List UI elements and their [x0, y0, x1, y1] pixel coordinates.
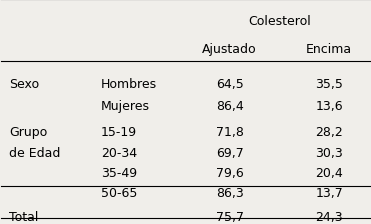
Text: 50-65: 50-65 [101, 187, 137, 200]
Text: 64,5: 64,5 [216, 78, 244, 91]
Text: 13,6: 13,6 [315, 100, 343, 113]
Text: 79,6: 79,6 [216, 167, 244, 180]
Text: Colesterol: Colesterol [248, 15, 311, 28]
Text: 86,3: 86,3 [216, 187, 244, 200]
Text: 35,5: 35,5 [315, 78, 343, 91]
Text: Hombres: Hombres [101, 78, 157, 91]
Text: 86,4: 86,4 [216, 100, 244, 113]
Text: 24,3: 24,3 [315, 211, 343, 224]
Text: 71,8: 71,8 [216, 126, 244, 139]
Text: 13,7: 13,7 [315, 187, 343, 200]
Text: 28,2: 28,2 [315, 126, 343, 139]
Text: 20-34: 20-34 [101, 147, 137, 160]
Text: de Edad: de Edad [9, 147, 60, 160]
Text: 15-19: 15-19 [101, 126, 137, 139]
Text: Total: Total [9, 211, 38, 224]
Text: Encima: Encima [306, 43, 352, 56]
Text: Ajustado: Ajustado [202, 43, 257, 56]
Text: Mujeres: Mujeres [101, 100, 150, 113]
Text: 75,7: 75,7 [216, 211, 244, 224]
Text: 20,4: 20,4 [315, 167, 343, 180]
Text: Sexo: Sexo [9, 78, 39, 91]
Text: 35-49: 35-49 [101, 167, 137, 180]
Text: 69,7: 69,7 [216, 147, 244, 160]
Text: Grupo: Grupo [9, 126, 47, 139]
Text: 30,3: 30,3 [315, 147, 343, 160]
